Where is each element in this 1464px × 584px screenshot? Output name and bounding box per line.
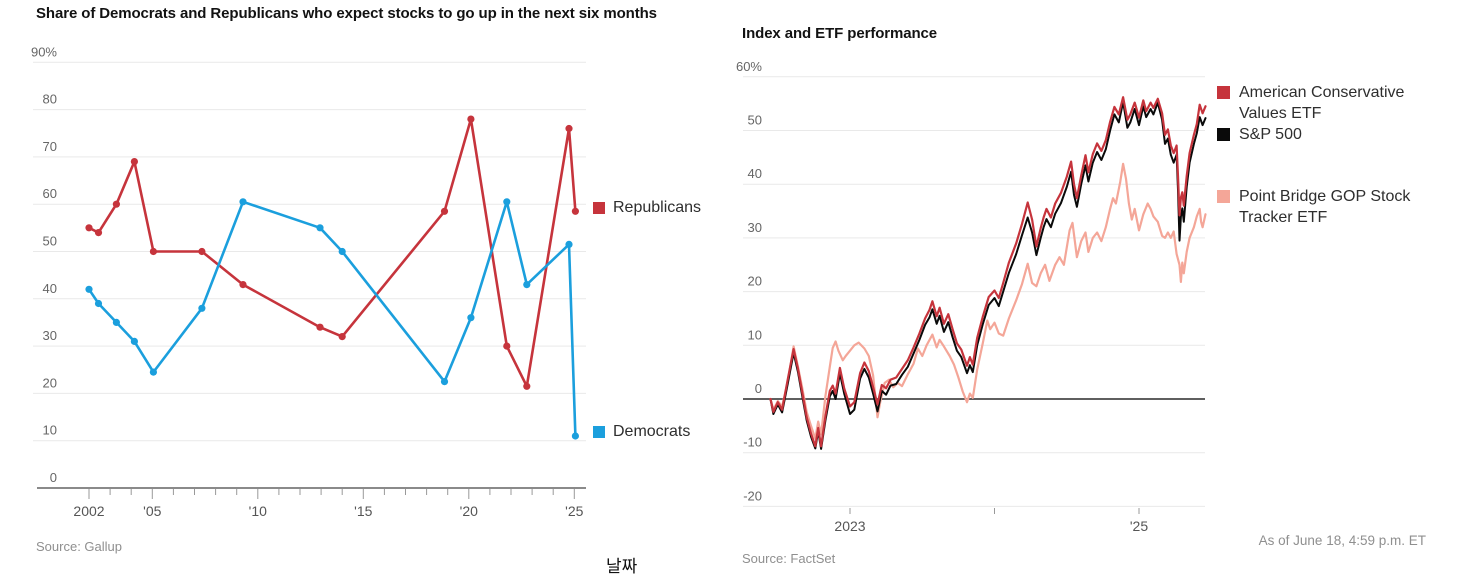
svg-text:50: 50	[43, 234, 57, 249]
svg-text:2002: 2002	[73, 503, 104, 519]
svg-text:80: 80	[43, 92, 57, 107]
as-of-timestamp: As of June 18, 4:59 p.m. ET	[1258, 533, 1426, 548]
svg-text:60%: 60%	[736, 59, 762, 74]
svg-text:'05: '05	[143, 503, 161, 519]
svg-text:20: 20	[43, 375, 57, 390]
factset-source: Source: FactSet	[742, 551, 836, 566]
svg-text:2023: 2023	[834, 518, 865, 534]
etf-chart-title: Index and ETF performance	[742, 25, 938, 42]
svg-text:'15: '15	[354, 503, 372, 519]
svg-text:-10: -10	[743, 435, 762, 450]
x-axis-label-korean: 날짜	[606, 557, 638, 576]
sp500-swatch-icon	[1217, 128, 1230, 141]
svg-text:40: 40	[43, 281, 57, 296]
svg-text:'25: '25	[1130, 518, 1148, 534]
gallup-line-chart: 90% 80 70 60 50 40 30 20 10 0 2002 '05 '10 '15 '20 '25	[31, 44, 586, 519]
legend-republicans: Republicans	[593, 199, 701, 217]
legend-sp500-label: S&P 500	[1239, 126, 1302, 143]
svg-text:20: 20	[748, 274, 762, 289]
legend-acvf-label: American Conservative Values ETF	[1239, 84, 1405, 122]
svg-text:70: 70	[43, 139, 57, 154]
legend-american-conservative-values-etf: American Conservative Values ETF	[1217, 82, 1432, 124]
svg-text:'10: '10	[249, 503, 267, 519]
svg-text:60: 60	[43, 186, 57, 201]
svg-text:30: 30	[748, 220, 762, 235]
legend-republicans-label: Republicans	[613, 199, 702, 216]
svg-text:'20: '20	[460, 503, 478, 519]
etf-line-chart: 60% 50 40 30 20 10 0 -10 -20 2023 '25	[736, 59, 1207, 534]
svg-text:10: 10	[43, 423, 57, 438]
legend-point-bridge-etf: Point Bridge GOP Stock Tracker ETF	[1217, 186, 1432, 228]
legend-democrats: Democrats	[593, 423, 690, 441]
legend-pointbridge-label: Point Bridge GOP Stock Tracker ETF	[1239, 188, 1411, 226]
legend-sp500: S&P 500	[1217, 124, 1432, 145]
svg-text:-20: -20	[743, 488, 762, 503]
gallup-chart-title: Share of Democrats and Republicans who e…	[36, 5, 657, 22]
svg-text:'25: '25	[565, 503, 583, 519]
svg-text:0: 0	[50, 470, 57, 485]
svg-text:50: 50	[748, 113, 762, 128]
democrats-swatch-icon	[593, 426, 605, 438]
svg-text:40: 40	[748, 166, 762, 181]
svg-text:30: 30	[43, 328, 57, 343]
pointbridge-swatch-icon	[1217, 190, 1230, 203]
svg-text:0: 0	[755, 381, 762, 396]
legend-democrats-label: Democrats	[613, 423, 691, 440]
republicans-swatch-icon	[593, 202, 605, 214]
svg-text:10: 10	[748, 327, 762, 342]
acvf-swatch-icon	[1217, 86, 1230, 99]
gallup-source: Source: Gallup	[36, 539, 122, 554]
svg-text:90%: 90%	[31, 44, 57, 59]
